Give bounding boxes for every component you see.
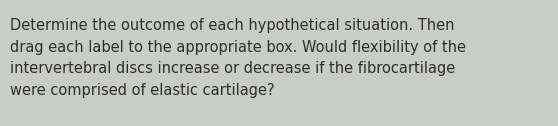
Text: Determine the outcome of each hypothetical situation. Then
drag each label to th: Determine the outcome of each hypothetic… (10, 18, 466, 98)
